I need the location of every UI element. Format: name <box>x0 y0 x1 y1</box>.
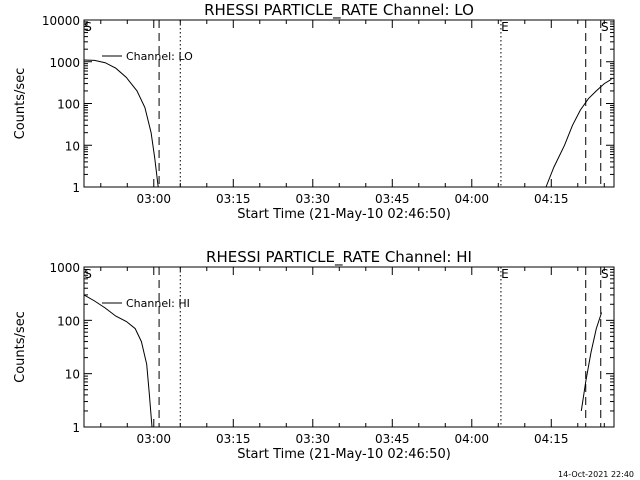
y-tick-label: 1 <box>72 181 80 195</box>
chart-title: RHESSI PARTICLE_RATE Channel: LO <box>204 1 474 20</box>
timestamp-footer: 14-Oct-2021 22:40 <box>558 470 634 479</box>
y-axis-label: Counts/sec <box>13 311 28 383</box>
x-tick-label: 03:00 <box>136 192 171 206</box>
x-tick-label: 04:15 <box>534 432 569 446</box>
x-tick-label: 04:00 <box>454 432 489 446</box>
event-marker-label: S <box>601 267 609 281</box>
y-axis-label: Counts/sec <box>13 68 28 140</box>
y-tick-label: 10 <box>65 368 80 382</box>
x-tick-label: 04:00 <box>454 192 489 206</box>
x-tick-label: 03:15 <box>216 432 251 446</box>
legend-label: Channel: HI <box>126 297 190 310</box>
y-tick-label: 1 <box>72 421 80 435</box>
x-axis-label: Start Time (21-May-10 02:46:50) <box>237 447 451 462</box>
x-tick-label: 03:30 <box>295 192 330 206</box>
event-marker-label: E <box>501 267 509 281</box>
x-tick-label: 03:45 <box>375 192 410 206</box>
x-tick-label: 03:30 <box>295 432 330 446</box>
x-tick-label: 03:00 <box>136 432 171 446</box>
x-tick-label: 03:15 <box>216 192 251 206</box>
event-marker-label: S <box>84 20 92 34</box>
y-tick-label: 10000 <box>42 14 80 28</box>
event-marker-label: E <box>501 20 509 34</box>
x-tick-label: 03:45 <box>375 432 410 446</box>
chart-panel-1: RHESSI PARTICLE_RATE Channel: LO 03:00 03:… <box>13 1 615 222</box>
legend-label: Channel: LO <box>126 50 193 63</box>
series-line <box>83 59 159 188</box>
plot-frame <box>83 19 615 188</box>
event-marker-label: S <box>601 20 609 34</box>
plot-frame <box>83 266 615 428</box>
chart-title: RHESSI PARTICLE_RATE Channel: HI <box>206 248 472 267</box>
y-tick-label: 100 <box>57 314 80 328</box>
series-line <box>83 294 153 428</box>
y-tick-label: 1000 <box>49 56 80 70</box>
chart-panel-2: RHESSI PARTICLE_RATE Channel: HI 03:00 03:… <box>13 248 615 462</box>
x-axis-label: Start Time (21-May-10 02:46:50) <box>237 207 451 222</box>
series-line <box>545 78 612 188</box>
y-tick-label: 10 <box>65 139 80 153</box>
series-line <box>580 312 603 411</box>
x-tick-label: 04:15 <box>534 192 569 206</box>
y-tick-label: 100 <box>57 98 80 112</box>
event-marker-label: S <box>84 267 92 281</box>
y-tick-label: 1000 <box>49 261 80 275</box>
